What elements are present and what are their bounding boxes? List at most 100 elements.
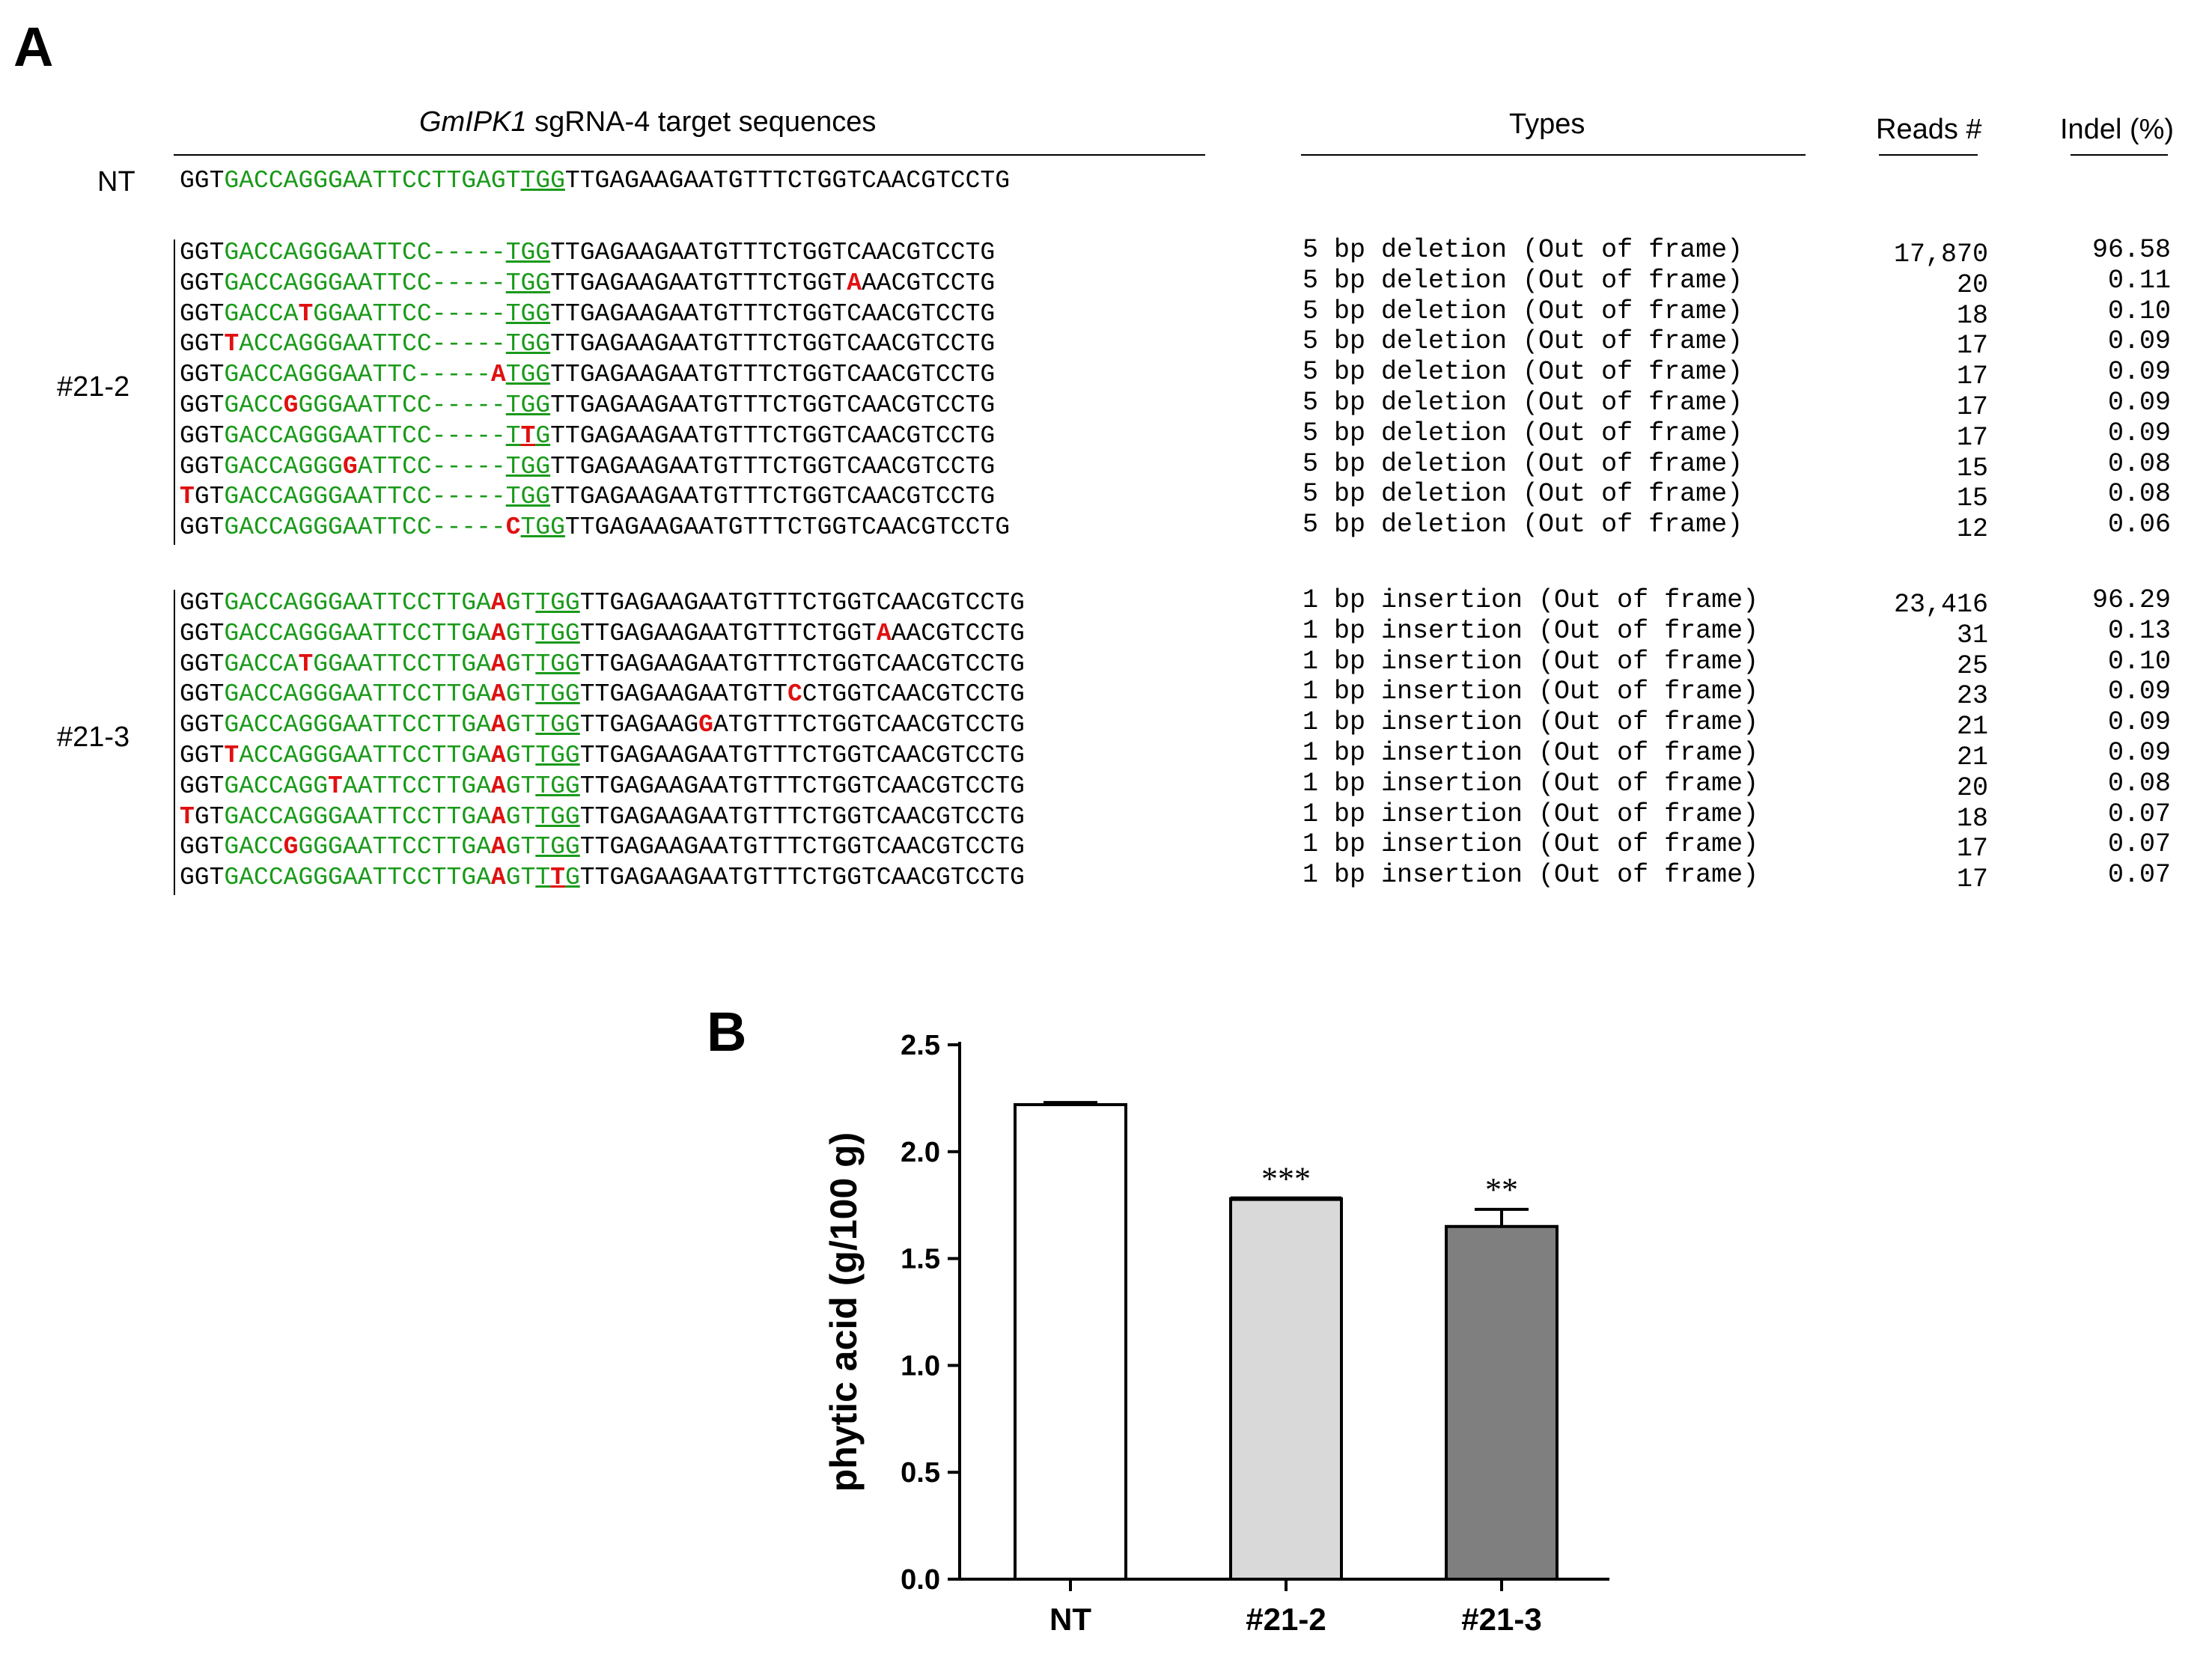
y-tick-label: 0.5 bbox=[901, 1457, 940, 1489]
sequence-segment: GACC bbox=[224, 391, 284, 419]
sequence-segment: TTGAGAAGAATGTTTCTGGTCAACGTCCTG bbox=[550, 239, 996, 266]
sequence-segment: TTGAGAAGAATGTTTCTGGTCAACGTCCTG bbox=[579, 772, 1025, 800]
sequence-segment: GACCA bbox=[224, 299, 299, 328]
sequence-row: GGTGACCAGGGAATTCCTTGAAGTTTGTTGAGAAGAATGT… bbox=[180, 863, 1025, 893]
sequence-header: GmIPK1 sgRNA-4 target sequences bbox=[419, 106, 876, 138]
sequence-segment: GACCAGGGAATTCC----- bbox=[224, 483, 506, 511]
indel-percent: 0.09 bbox=[2107, 677, 2171, 707]
sequence-segment: GACCAGGGAATTCCTTGA bbox=[224, 864, 491, 892]
sequence-segment: GGT bbox=[180, 299, 225, 328]
reads-header-rule bbox=[1879, 154, 1978, 156]
sequence-segment: TGG bbox=[535, 650, 580, 678]
sequence-row: GGTGACCAGGGGATTCC-----TGGTTGAGAAGAATGTTT… bbox=[180, 452, 995, 482]
sequence-segment: TGG bbox=[520, 167, 565, 195]
sequence-segment: G bbox=[283, 391, 299, 419]
sequence-segment: TGG bbox=[535, 619, 580, 647]
sequence-segment: TTGAGAAGAATGTTTCTGGTCAACGTCCTG bbox=[550, 452, 996, 480]
sequence-segment: TTGAGAAGAATGTTTCTGGTCAACGTCCTG bbox=[579, 864, 1025, 892]
mutation-type: 5 bp deletion (Out of frame) bbox=[1302, 418, 1743, 448]
sequence-row: TGTGACCAGGGAATTCCTTGAAGTTGGTTGAGAAGAATGT… bbox=[180, 802, 1025, 832]
sequence-row: GGTTACCAGGGAATTCC-----TGGTTGAGAAGAATGTTT… bbox=[180, 329, 995, 359]
indel-percent: 0.07 bbox=[2107, 799, 2171, 829]
sequence-segment: TGG bbox=[505, 391, 551, 419]
sequence-segment: G bbox=[564, 864, 580, 892]
sequence-segment: GT bbox=[505, 680, 536, 709]
sequence-segment: GACCAGGGAATTCCTTGA bbox=[224, 711, 491, 739]
panel-b-letter: B bbox=[707, 1001, 747, 1063]
gene-name: GmIPK1 bbox=[419, 106, 527, 138]
sequence-segment: GGAATTCCTTGA bbox=[313, 650, 491, 678]
sequence-row: GGTGACCAGGGAATTCCTTGAAGTTGGTTGAGAAGGATGT… bbox=[180, 710, 1025, 740]
read-count: 18 bbox=[1956, 300, 1988, 331]
read-count: 15 bbox=[1956, 453, 1988, 483]
sequence-segment: GGT bbox=[180, 513, 225, 542]
sequence-segment: TTGAGAAGAATGTTTCTGGTCAACGTCCTG bbox=[579, 589, 1025, 617]
sequence-segment: TGG bbox=[505, 299, 551, 328]
mutation-type: 5 bp deletion (Out of frame) bbox=[1302, 479, 1743, 510]
sequence-segment: GGT bbox=[180, 619, 225, 647]
sequence-segment: GGT bbox=[180, 239, 225, 266]
sequence-segment: A bbox=[490, 742, 506, 769]
sequence-segment: GGT bbox=[180, 452, 225, 480]
sequence-segment: TTGAGAAGAATGTTTCTGGTCAACGTCCTG bbox=[579, 802, 1025, 831]
sequence-segment: GACCAGGGAATTCCTTGA bbox=[224, 589, 491, 617]
sequence-segment: GGAATTCC----- bbox=[313, 299, 506, 328]
sequence-segment: AACGTCCTG bbox=[862, 269, 996, 297]
sequence-row: GGTGACCATGGAATTCCTTGAAGTTGGTTGAGAAGAATGT… bbox=[180, 650, 1025, 680]
indel-header: Indel (%) bbox=[2060, 114, 2175, 145]
nt-label: NT bbox=[97, 166, 135, 198]
sequence-segment: T bbox=[298, 650, 314, 678]
sequence-segment: TTGAGAAGAATGTTTCTGGTCAACGTCCTG bbox=[550, 361, 996, 389]
sequence-segment: T bbox=[180, 802, 195, 831]
sequence-segment: T bbox=[505, 421, 521, 450]
sequence-segment: TTGAGAAGAATGTTTCTGGTCAACGTCCTG bbox=[579, 833, 1025, 861]
sequence-segment: GACCAGGGAATTCCTTGA bbox=[224, 680, 491, 709]
read-count: 12 bbox=[1956, 514, 1988, 545]
sequence-segment: T bbox=[535, 864, 551, 892]
sequence-segment: GT bbox=[505, 742, 536, 769]
sequence-segment: TTGAGAAGAATGTTTCTGGTCAACGTCCTG bbox=[564, 167, 1011, 195]
mutation-type: 1 bp insertion (Out of frame) bbox=[1302, 707, 1759, 738]
sequence-segment: TTGAGAAGAATGTTTCTGGTCAACGTCCTG bbox=[550, 391, 996, 419]
sequence-segment: TTGAGAAGAATGTTTCTGGTCAACGTCCTG bbox=[550, 299, 996, 328]
read-count: 17,870 bbox=[1893, 239, 1988, 269]
y-tick-label: 0.0 bbox=[901, 1564, 940, 1596]
mutation-type: 5 bp deletion (Out of frame) bbox=[1302, 388, 1743, 418]
sequence-segment: TGG bbox=[535, 680, 580, 709]
bar bbox=[1445, 1224, 1559, 1581]
sequence-segment: GACC bbox=[224, 833, 284, 861]
indel-percent: 0.08 bbox=[2107, 479, 2171, 510]
sequence-row: GGTGACCAGGGAATTCCTTGAAGTTGGTTGAGAAGAATGT… bbox=[180, 619, 1025, 649]
sequence-segment: G bbox=[283, 833, 299, 861]
x-tick-label: #21-2 bbox=[1246, 1602, 1326, 1637]
sequence-segment: A bbox=[847, 269, 862, 297]
read-count: 21 bbox=[1956, 712, 1988, 742]
sequence-segment: TGG bbox=[535, 742, 580, 769]
mutation-type: 5 bp deletion (Out of frame) bbox=[1302, 326, 1743, 357]
sequence-row: GGTGACCAGGGAATTCCTTGAAGTTGGTTGAGAAGAATGT… bbox=[180, 588, 1025, 618]
mutation-type: 5 bp deletion (Out of frame) bbox=[1302, 448, 1743, 479]
sequence-segment: TGG bbox=[505, 361, 551, 389]
read-count: 21 bbox=[1956, 742, 1988, 772]
indel-percent: 0.11 bbox=[2107, 265, 2171, 296]
sequence-segment: A bbox=[490, 361, 506, 389]
types-header-rule bbox=[1301, 154, 1806, 156]
sequence-segment: CTGGTCAACGTCCTG bbox=[802, 680, 1025, 709]
sequence-segment: GACCAGGGAATTC----- bbox=[224, 361, 491, 389]
sequence-segment: GACCAGGGAATTCC----- bbox=[224, 513, 506, 542]
sequence-segment: C bbox=[505, 513, 521, 542]
sequence-segment: GACCAGGGAATTCC----- bbox=[224, 239, 506, 266]
sequence-segment: T bbox=[298, 299, 314, 328]
sequence-segment: TGG bbox=[505, 239, 551, 266]
sequence-segment: TTGAGAAGAATGTT bbox=[579, 680, 787, 709]
types-header: Types bbox=[1509, 109, 1585, 140]
sequence-segment: T bbox=[224, 330, 240, 358]
y-tick-label: 2.0 bbox=[901, 1137, 940, 1168]
mutation-type: 1 bp insertion (Out of frame) bbox=[1302, 768, 1759, 799]
sequence-segment: GACCAGGG bbox=[224, 452, 343, 480]
sequence-segment: A bbox=[490, 772, 506, 800]
sample-label: #21-3 bbox=[57, 721, 130, 753]
sequence-segment: TTGAGAAGAATGTTTCTGGTCAACGTCCTG bbox=[550, 421, 996, 450]
